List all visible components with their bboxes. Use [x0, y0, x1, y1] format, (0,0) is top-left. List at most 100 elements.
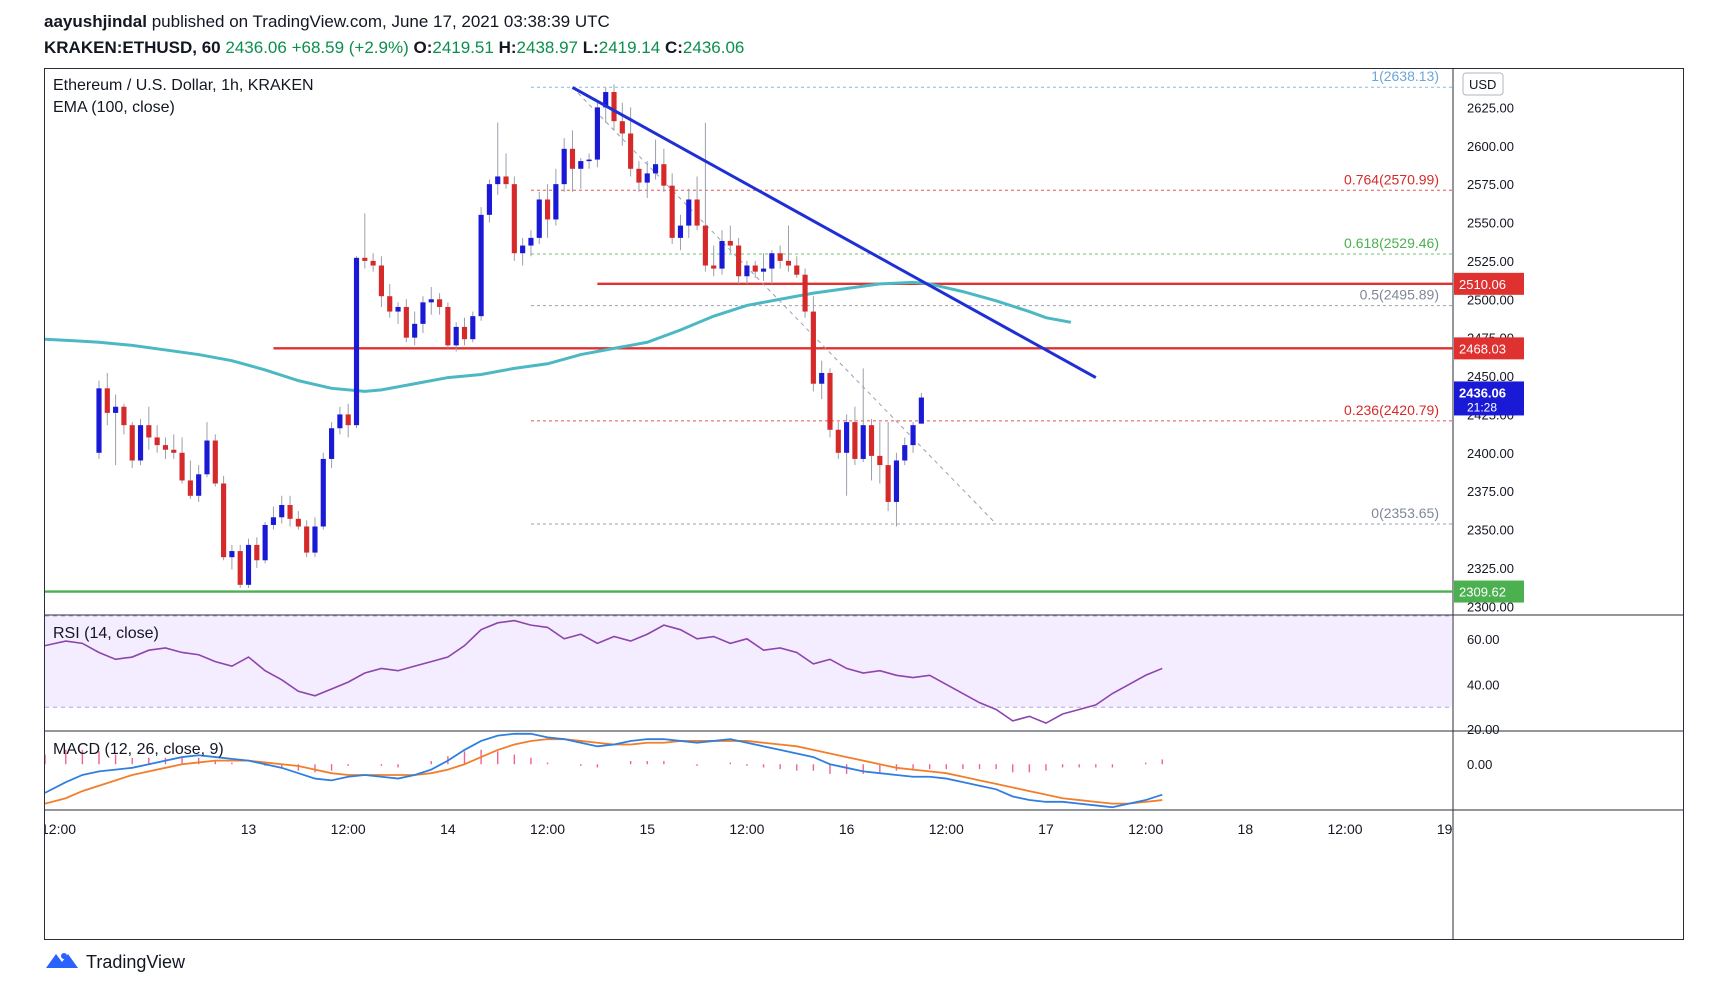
candle-body	[312, 526, 318, 553]
bearish-trendline	[571, 86, 1097, 379]
candle-body	[578, 161, 584, 169]
candle-body	[644, 173, 650, 183]
candle-body	[378, 265, 384, 297]
candle-body	[436, 299, 443, 307]
candle-body	[918, 397, 924, 424]
candle-body	[619, 121, 625, 134]
last-price-label: 2436.06	[1459, 385, 1506, 400]
candle-body	[287, 505, 293, 519]
candle	[694, 176, 700, 231]
candle	[137, 419, 144, 466]
candle-body	[254, 544, 260, 561]
candle-body	[320, 458, 326, 527]
candle-body	[229, 551, 235, 558]
candle-body	[802, 274, 808, 312]
publish-info: aayushjindal published on TradingView.co…	[44, 12, 610, 32]
candle	[428, 287, 434, 315]
candle	[752, 260, 758, 278]
candle-body	[304, 526, 310, 553]
close-value: 2436.06	[682, 38, 745, 57]
candle-body	[844, 422, 850, 453]
candle	[179, 437, 185, 484]
candle-body	[835, 429, 841, 453]
candle-body	[711, 265, 717, 269]
candle	[719, 230, 725, 275]
candle-body	[652, 164, 659, 174]
candle	[827, 368, 833, 438]
last-price: 2436.06	[225, 38, 287, 57]
candle-body	[661, 164, 667, 186]
time-tick-label: 12:00	[729, 821, 764, 837]
resistance-2-price-label: 2468.03	[1459, 341, 1506, 356]
candle-body	[137, 425, 144, 461]
candle	[403, 299, 409, 343]
candle	[436, 293, 443, 315]
candle-body	[569, 148, 576, 169]
candle-body	[536, 199, 542, 238]
macd-legend: MACD (12, 26, close, 9)	[53, 741, 224, 758]
candle	[229, 544, 235, 570]
candle-body	[819, 372, 825, 384]
candle-body	[154, 437, 160, 446]
candle	[711, 245, 717, 277]
candle-body	[362, 257, 368, 261]
candle-body	[345, 414, 351, 426]
candle	[736, 237, 742, 284]
rsi-band	[45, 616, 1453, 708]
candle	[536, 191, 542, 245]
resistance-2-price-tag	[1454, 337, 1524, 360]
candle-body	[270, 517, 277, 525]
candle	[486, 179, 492, 223]
candle-body	[868, 425, 875, 456]
candle	[561, 138, 567, 192]
candle	[113, 394, 119, 466]
support-price-label: 2309.62	[1459, 585, 1506, 600]
candle-body	[262, 524, 268, 561]
time-tick-label: 12:00	[530, 821, 565, 837]
candle-body	[96, 388, 102, 453]
chart-canvas[interactable]: 1(2638.13) 0.764(2570.99) 0.618(2529.46) 0.…	[41, 68, 1683, 939]
time-tick-label: 12:00	[929, 821, 964, 837]
chart-frame[interactable]: 1(2638.13) 0.764(2570.99) 0.618(2529.46) 0.…	[41, 68, 1684, 940]
candle	[586, 153, 592, 169]
candle-body	[669, 185, 675, 238]
candle-body	[752, 265, 758, 272]
time-tick-label: 17	[1038, 821, 1054, 837]
candle	[835, 422, 841, 459]
candle-body	[561, 148, 567, 185]
currency-label: USD	[1469, 77, 1496, 92]
candle-body	[104, 388, 110, 413]
candle	[802, 268, 808, 318]
candle	[129, 422, 135, 469]
support-price-tag	[1454, 580, 1524, 603]
candle	[245, 538, 252, 588]
candle-body	[594, 107, 600, 160]
candle	[212, 434, 218, 487]
price-tick-label: 2525.00	[1467, 254, 1514, 269]
candle	[312, 517, 318, 558]
candle-body	[727, 240, 733, 246]
candle	[677, 214, 684, 251]
candle	[852, 406, 858, 466]
candle-body	[760, 268, 767, 272]
rsi-tick-label: 60.00	[1467, 632, 1500, 647]
rsi-tick-label: 40.00	[1467, 677, 1500, 692]
candle-body	[113, 406, 119, 413]
candle-body	[885, 465, 891, 502]
candle	[910, 422, 916, 453]
candle-body	[412, 323, 418, 338]
brand[interactable]: TradingView	[44, 950, 185, 975]
candle	[777, 245, 783, 269]
candle	[104, 372, 110, 426]
fib-level-label: 0(2353.65)	[1371, 505, 1439, 521]
candle	[445, 302, 451, 349]
candle-body	[910, 425, 916, 446]
candle	[868, 419, 875, 481]
candle-body	[329, 428, 335, 459]
candle	[619, 102, 625, 146]
candle-body	[553, 184, 559, 220]
candle	[669, 173, 675, 245]
currency-badge	[1462, 72, 1504, 96]
price-tick-label: 2350.00	[1467, 523, 1514, 538]
brand-name: TradingView	[86, 952, 186, 972]
